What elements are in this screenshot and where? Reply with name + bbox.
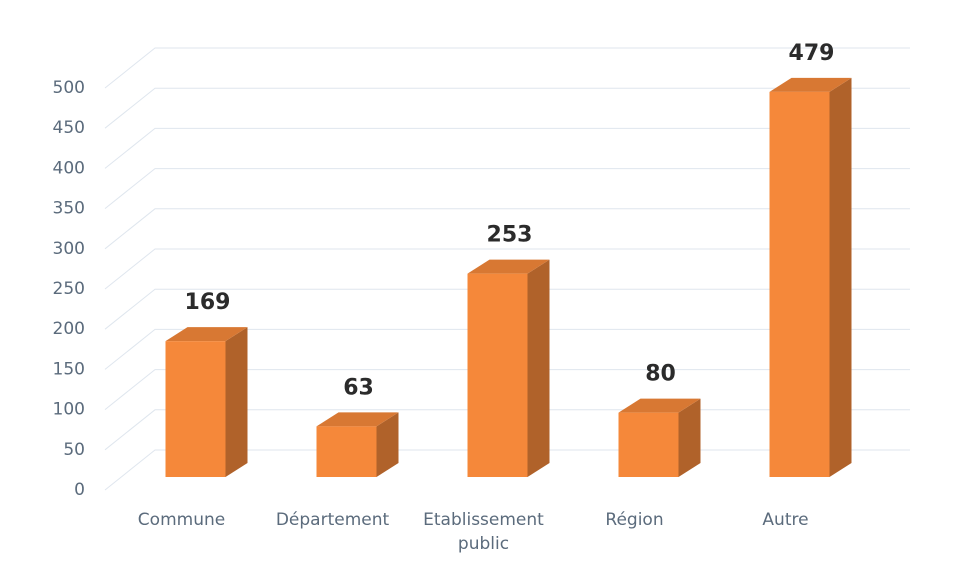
- bar-top: [769, 77, 852, 92]
- bar-top: [467, 259, 550, 274]
- grid-line: [104, 248, 910, 290]
- grid-line: [104, 208, 910, 250]
- grid-line: [104, 288, 910, 330]
- y-tick-label: 100: [53, 400, 85, 420]
- bar-side: [225, 327, 248, 477]
- bar-top: [618, 398, 701, 413]
- y-tick-label: 300: [53, 239, 85, 259]
- grid-line: [104, 127, 910, 169]
- y-tick-label: 250: [53, 279, 85, 299]
- x-tick-label: Autre: [762, 510, 809, 530]
- bar: [618, 398, 701, 477]
- bar-front: [618, 412, 679, 477]
- bar: [316, 412, 399, 477]
- y-tick-label: 450: [53, 118, 85, 138]
- grid-line: [104, 87, 910, 129]
- grid-line: [104, 47, 910, 89]
- x-tick-label: Département: [275, 510, 390, 530]
- bar-side: [376, 412, 399, 477]
- grid-line: [104, 369, 910, 410]
- bar: [165, 327, 248, 477]
- bar-front: [165, 341, 226, 477]
- grid-line: [104, 328, 910, 370]
- y-tick-label: 0: [74, 480, 85, 500]
- x-tick-label: Commune: [137, 510, 226, 530]
- bar: [769, 77, 852, 477]
- bar-top: [165, 327, 248, 342]
- bar-front: [769, 91, 830, 477]
- bar-front: [316, 426, 377, 477]
- bar-side: [527, 259, 550, 477]
- value-label: 253: [487, 223, 533, 248]
- bar: [467, 259, 550, 477]
- y-tick-label: 350: [53, 199, 85, 219]
- value-label: 63: [343, 375, 374, 400]
- bar-top: [316, 412, 399, 427]
- y-tick-label: 200: [53, 319, 85, 339]
- value-label: 479: [789, 41, 835, 66]
- value-label: 80: [645, 362, 676, 387]
- bar-front: [467, 273, 528, 477]
- bar-side: [829, 77, 852, 477]
- bar-side: [678, 398, 701, 477]
- x-tick-label: Etablissement public: [423, 510, 544, 554]
- grid-line: [104, 168, 910, 209]
- y-tick-label: 500: [53, 78, 85, 98]
- value-label: 169: [185, 290, 231, 315]
- y-tick-label: 150: [53, 359, 85, 379]
- x-tick-label: Région: [605, 510, 664, 530]
- y-tick-label: 400: [53, 158, 85, 178]
- y-tick-label: 50: [63, 440, 85, 460]
